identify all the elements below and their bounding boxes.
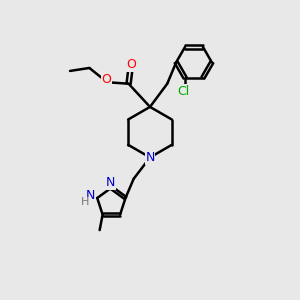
Text: O: O bbox=[102, 73, 112, 86]
Text: N: N bbox=[86, 189, 95, 203]
Text: Cl: Cl bbox=[178, 85, 190, 98]
Text: N: N bbox=[106, 176, 116, 189]
Text: O: O bbox=[126, 58, 136, 71]
Text: H: H bbox=[81, 197, 89, 208]
Text: N: N bbox=[145, 151, 155, 164]
